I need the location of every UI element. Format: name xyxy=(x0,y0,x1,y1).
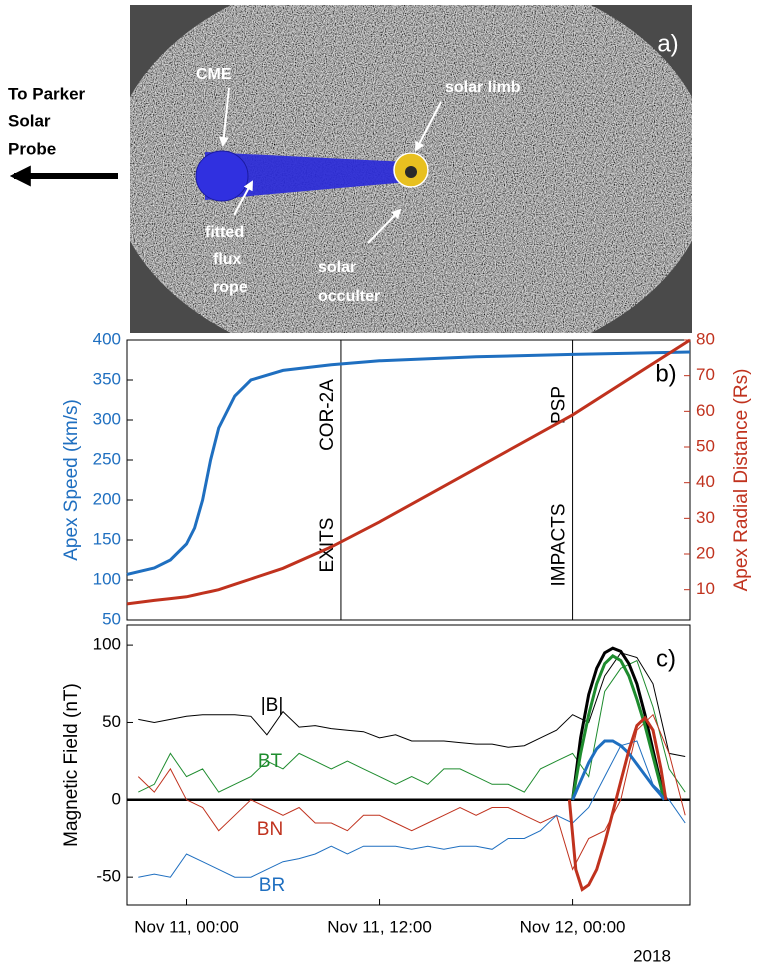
annotation: Probe xyxy=(8,139,56,158)
panel-label: b) xyxy=(655,360,676,387)
annotation: CME xyxy=(196,66,232,83)
y-tick-label: 50 xyxy=(102,712,121,731)
series-name: BN xyxy=(257,819,283,840)
y-tick-label: 250 xyxy=(93,449,121,468)
x-tick-label: Nov 12, 00:00 xyxy=(520,917,626,936)
fit-line xyxy=(571,654,666,801)
arrow xyxy=(218,87,230,147)
panel-a: CME solar limb fitted flux rope solar oc… xyxy=(8,5,692,333)
annotation: To Parker xyxy=(8,84,86,103)
arrow xyxy=(367,208,402,244)
series-line xyxy=(126,338,691,606)
series-line xyxy=(137,713,686,871)
event-label: IMPACTS xyxy=(549,503,570,586)
y-tick-label: 350 xyxy=(93,369,121,388)
fit-line xyxy=(571,739,666,801)
x-tick-label: Nov 11, 12:00 xyxy=(327,917,432,936)
fit-line xyxy=(567,715,668,892)
series-name: BR xyxy=(259,875,285,896)
event-label: PSP xyxy=(549,386,570,424)
y-tick-label: 150 xyxy=(93,529,121,548)
series-line xyxy=(138,740,686,878)
panel-label: c) xyxy=(656,645,676,672)
y-tick-label: 100 xyxy=(93,569,121,588)
plot-frame xyxy=(126,624,691,906)
y-tick-label: 100 xyxy=(93,635,121,654)
y-tick-label: 0 xyxy=(112,789,121,808)
event-label: EXITS xyxy=(317,518,338,573)
x-tick-label: Nov 11, 00:00 xyxy=(134,917,239,936)
y2-axis-label: Apex Radial Distance (Rs) xyxy=(731,369,752,592)
series-name: BT xyxy=(258,751,283,772)
annotation: fitted xyxy=(205,224,244,241)
y-tick-label: 400 xyxy=(93,329,121,348)
y2-tick-label: 30 xyxy=(696,508,715,527)
annotation: Solar xyxy=(8,111,51,130)
year-label: 2018 xyxy=(633,946,671,965)
annotation: rope xyxy=(213,279,248,296)
y-axis-label: Apex Speed (km/s) xyxy=(61,399,82,561)
annotation: solar xyxy=(318,259,356,276)
y-axis-label: Magnetic Field (nT) xyxy=(61,683,82,847)
arrow xyxy=(233,180,253,216)
y2-tick-label: 70 xyxy=(696,365,715,384)
y-tick-label: 50 xyxy=(102,609,121,628)
y2-tick-label: 50 xyxy=(696,436,715,455)
arrow xyxy=(415,101,442,152)
annotation: flux xyxy=(213,251,242,268)
occulter xyxy=(405,166,417,178)
y2-tick-label: 20 xyxy=(696,543,715,562)
series-line xyxy=(138,659,686,793)
flux-rope xyxy=(205,152,408,200)
flux-rope-front xyxy=(195,150,249,202)
series-name: |B| xyxy=(261,695,284,716)
plot-frame xyxy=(126,339,691,621)
annotation: solar limb xyxy=(445,79,521,96)
y-tick-label: 300 xyxy=(93,409,121,428)
series-line xyxy=(138,652,686,757)
y2-tick-label: 40 xyxy=(696,472,715,491)
series-line xyxy=(126,350,691,576)
y2-tick-label: 80 xyxy=(696,329,715,348)
panel-label: a) xyxy=(657,30,678,57)
y2-tick-label: 60 xyxy=(696,401,715,420)
event-label: COR-2A xyxy=(317,379,338,451)
y2-tick-label: 10 xyxy=(696,579,715,598)
y-tick-label: -50 xyxy=(96,867,121,886)
y-tick-label: 200 xyxy=(93,489,121,508)
annotation: occulter xyxy=(318,288,380,305)
fit-line xyxy=(571,646,666,801)
